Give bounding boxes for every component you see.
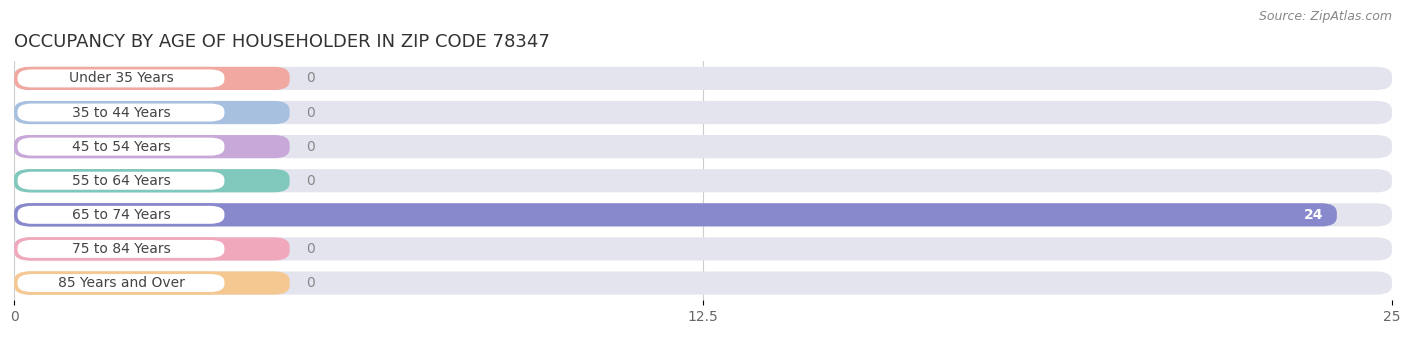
Text: 35 to 44 Years: 35 to 44 Years (72, 105, 170, 120)
Text: 85 Years and Over: 85 Years and Over (58, 276, 184, 290)
FancyBboxPatch shape (14, 101, 1392, 124)
FancyBboxPatch shape (17, 273, 226, 293)
Text: 0: 0 (307, 139, 315, 154)
FancyBboxPatch shape (17, 205, 226, 225)
FancyBboxPatch shape (17, 68, 226, 89)
FancyBboxPatch shape (14, 101, 290, 124)
Text: 0: 0 (307, 174, 315, 188)
FancyBboxPatch shape (14, 237, 290, 261)
Text: 55 to 64 Years: 55 to 64 Years (72, 174, 170, 188)
FancyBboxPatch shape (14, 135, 1392, 158)
FancyBboxPatch shape (14, 135, 290, 158)
FancyBboxPatch shape (14, 203, 1392, 226)
Text: OCCUPANCY BY AGE OF HOUSEHOLDER IN ZIP CODE 78347: OCCUPANCY BY AGE OF HOUSEHOLDER IN ZIP C… (14, 33, 550, 51)
Text: 45 to 54 Years: 45 to 54 Years (72, 139, 170, 154)
Text: 75 to 84 Years: 75 to 84 Years (72, 242, 170, 256)
Text: Source: ZipAtlas.com: Source: ZipAtlas.com (1258, 10, 1392, 23)
Text: 65 to 74 Years: 65 to 74 Years (72, 208, 170, 222)
FancyBboxPatch shape (14, 169, 290, 192)
Text: 0: 0 (307, 71, 315, 86)
FancyBboxPatch shape (14, 67, 1392, 90)
FancyBboxPatch shape (14, 67, 290, 90)
FancyBboxPatch shape (14, 169, 1392, 192)
FancyBboxPatch shape (14, 271, 290, 295)
Text: 0: 0 (307, 276, 315, 290)
FancyBboxPatch shape (14, 271, 1392, 295)
Text: 0: 0 (307, 242, 315, 256)
Text: Under 35 Years: Under 35 Years (69, 71, 173, 86)
FancyBboxPatch shape (17, 136, 226, 157)
Text: 24: 24 (1303, 208, 1323, 222)
FancyBboxPatch shape (17, 170, 226, 191)
FancyBboxPatch shape (14, 203, 1337, 226)
Text: 0: 0 (307, 105, 315, 120)
FancyBboxPatch shape (14, 237, 1392, 261)
FancyBboxPatch shape (17, 239, 226, 259)
FancyBboxPatch shape (17, 102, 226, 123)
